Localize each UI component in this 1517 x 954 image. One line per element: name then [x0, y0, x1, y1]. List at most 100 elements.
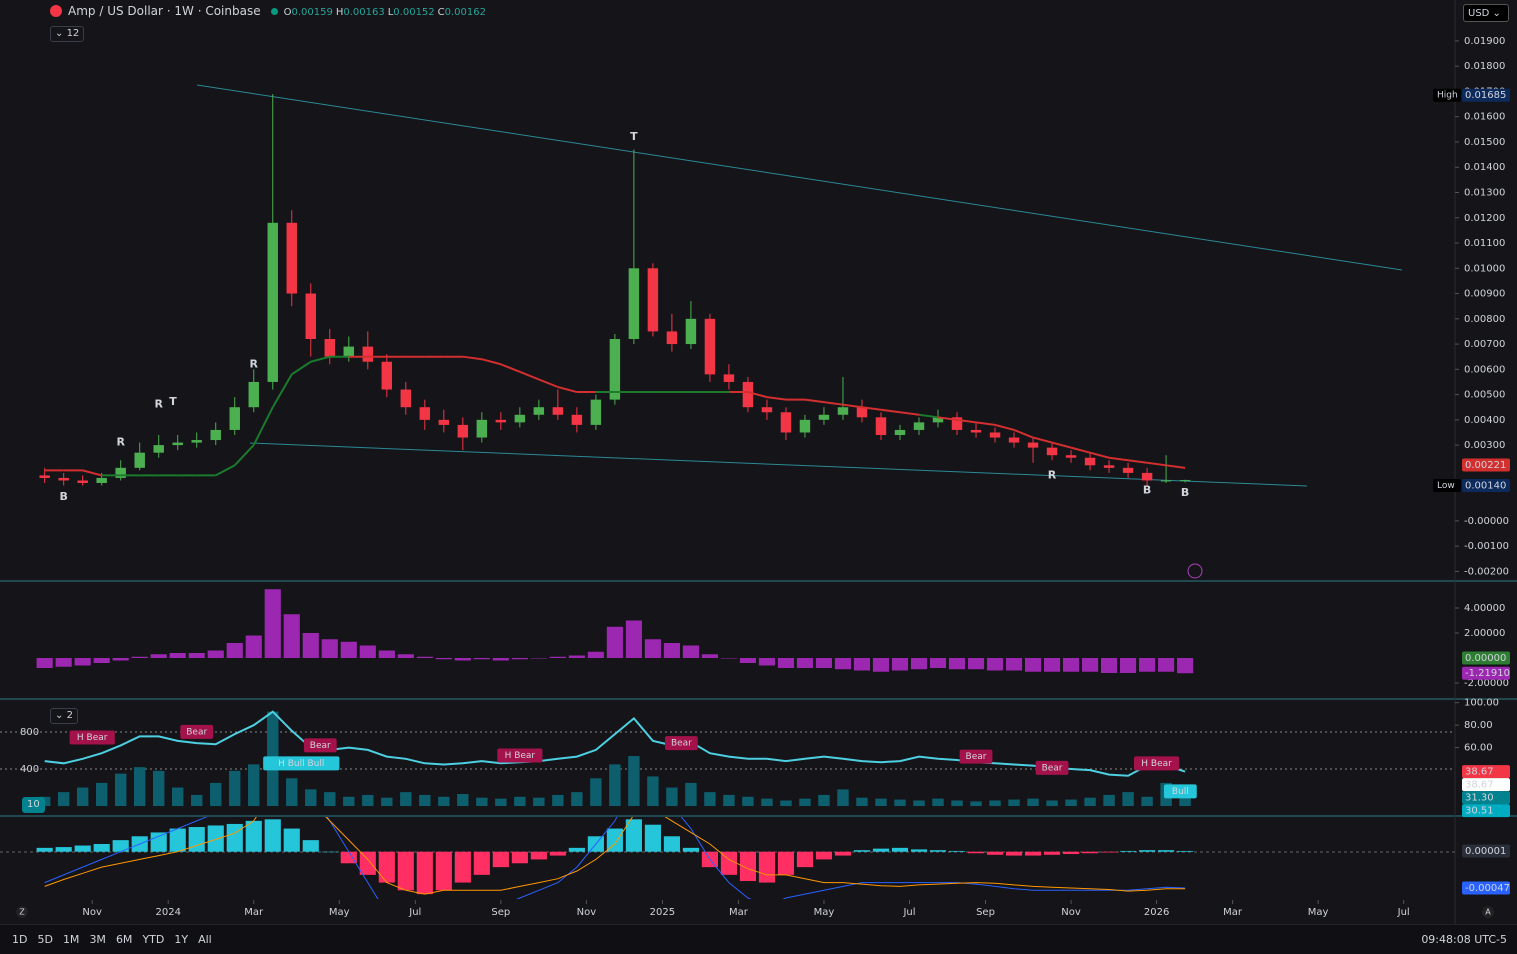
- trailing-stop: [1165, 464, 1186, 469]
- candle-body: [77, 480, 88, 483]
- price-tag-label: -1.21910: [1465, 668, 1510, 679]
- signal-label: Bear: [966, 752, 987, 762]
- histogram-bar: [1177, 658, 1194, 674]
- candle-body: [1179, 479, 1191, 481]
- timeframe-button[interactable]: 3M: [89, 933, 106, 946]
- collapse-indicators[interactable]: ⌄ 12: [50, 26, 85, 42]
- volume-bar: [1027, 798, 1039, 807]
- histogram-bar: [1119, 850, 1137, 852]
- histogram-bar: [872, 658, 890, 672]
- candle-body: [856, 407, 868, 418]
- signal-box: [180, 724, 214, 739]
- signal-label: Bear: [186, 727, 207, 737]
- signal-label: T: [169, 395, 177, 408]
- histogram-bar: [473, 851, 490, 875]
- histogram-bar: [891, 847, 909, 852]
- histogram-bar: [1139, 850, 1156, 852]
- histogram-bar: [1081, 851, 1099, 854]
- volume-bar: [1122, 792, 1134, 807]
- candle-body: [381, 361, 393, 390]
- price-tag: [1462, 778, 1510, 792]
- timeframes: 1D 5D 1M 3M 6M YTD 1Y All: [12, 925, 212, 954]
- histogram-bar: [302, 840, 319, 852]
- volume-bar: [381, 797, 393, 807]
- candle-body: [685, 318, 697, 345]
- ohlc-key: O: [283, 7, 292, 18]
- currency-select[interactable]: USD ⌄: [1463, 4, 1509, 22]
- signal-label: R: [1048, 468, 1057, 481]
- histogram-bar: [549, 851, 566, 856]
- price-tag-prefix-label: Low: [1437, 481, 1455, 491]
- histogram-bar: [1119, 658, 1137, 673]
- price-tag-label: 31.30: [1465, 793, 1494, 804]
- histogram-bar: [1043, 658, 1061, 672]
- scale-button[interactable]: [1482, 906, 1494, 918]
- trailing-stop: [823, 401, 844, 406]
- histogram-bar: [929, 850, 947, 852]
- histogram-bar: [1100, 851, 1118, 853]
- timeframe-button[interactable]: 1M: [62, 933, 80, 946]
- histogram-bar: [1081, 658, 1099, 672]
- ohlc-value: 0.00152: [393, 7, 435, 18]
- histogram-bar: [55, 847, 72, 852]
- signal-box: [497, 748, 543, 763]
- trailing-stop: [937, 416, 958, 421]
- histogram-bar: [1062, 851, 1080, 855]
- price-tag: [1462, 844, 1510, 858]
- candle-body: [286, 222, 297, 294]
- timeframe-button[interactable]: 6M: [115, 933, 133, 946]
- histogram-bar: [853, 850, 871, 852]
- timeframe-button[interactable]: YTD: [142, 933, 165, 946]
- histogram-bar: [93, 658, 110, 663]
- x-tick-label: 2026: [1144, 907, 1169, 918]
- scale-button[interactable]: [16, 906, 28, 918]
- y-tick-label: 80.00: [1464, 720, 1493, 731]
- trend-line: [249, 442, 1308, 487]
- volume-bar: [723, 794, 735, 807]
- histogram-bar: [758, 851, 776, 883]
- volume-bar: [1008, 799, 1020, 807]
- candle-body: [837, 407, 849, 415]
- histogram-bar: [207, 825, 224, 852]
- candle-body: [989, 432, 1001, 438]
- candle-body: [1008, 437, 1020, 443]
- volume-bar: [76, 787, 89, 807]
- ohlc-value: 0.00162: [444, 7, 486, 18]
- histogram-bar: [264, 589, 281, 658]
- candle-body: [761, 407, 773, 413]
- collapse-indicators[interactable]: ⌄ 2: [50, 708, 78, 724]
- histogram-bar: [530, 658, 547, 659]
- histogram-bar: [1177, 850, 1194, 852]
- trailing-stop: [291, 360, 312, 376]
- trailing-stop: [1108, 456, 1129, 462]
- histogram-bar: [188, 653, 205, 658]
- histogram-bar: [283, 828, 300, 852]
- price-tag: [1462, 791, 1510, 805]
- price-tag-label: 0.00140: [1465, 481, 1506, 492]
- y-tick-label: 0.00700: [1464, 339, 1505, 350]
- volume-bar: [1103, 794, 1115, 807]
- timeframe-button[interactable]: 5D: [37, 933, 53, 946]
- volume-bar: [571, 792, 583, 807]
- price-tag-prefix: [1433, 88, 1461, 102]
- trailing-stop: [500, 363, 521, 373]
- volume-bar: [210, 782, 222, 807]
- timeframe-button[interactable]: 1Y: [174, 933, 189, 946]
- volume-bar: [286, 778, 298, 807]
- trailing-stop: [880, 408, 901, 414]
- volume-bar: [1065, 799, 1077, 807]
- y-tick-label: 2.00000: [1464, 628, 1505, 639]
- candle-body: [875, 417, 887, 435]
- timeframe-button[interactable]: All: [198, 933, 212, 946]
- candle-body: [229, 407, 240, 430]
- histogram-bar: [245, 635, 262, 658]
- timeframe-button[interactable]: 1D: [12, 933, 28, 946]
- candle-body: [552, 407, 564, 415]
- histogram-bar: [739, 851, 757, 882]
- histogram-bar: [1024, 658, 1042, 672]
- histogram-bar: [1043, 851, 1061, 855]
- volume-bar: [114, 773, 127, 807]
- currency-label: USD: [1468, 8, 1490, 19]
- price-tag-label: 0.00001: [1465, 846, 1506, 857]
- volume-bar: [856, 797, 868, 807]
